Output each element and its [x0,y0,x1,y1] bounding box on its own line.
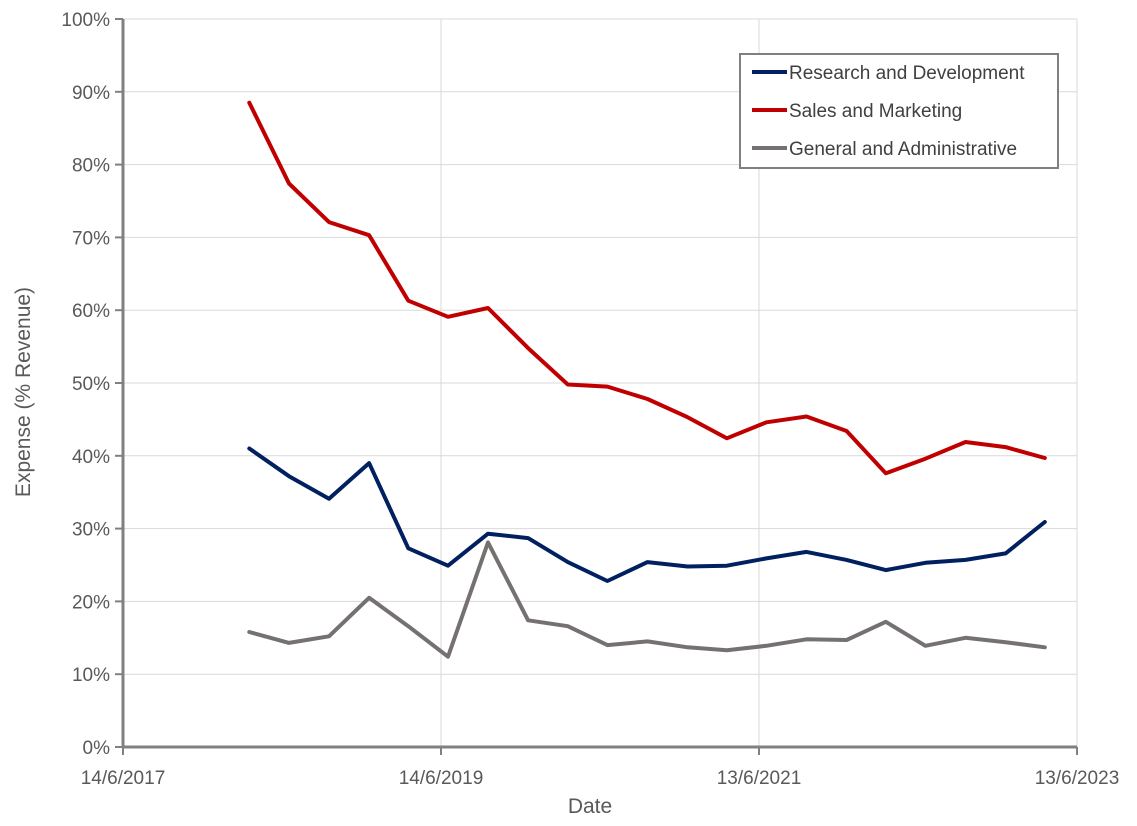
series-line-2 [247,540,1047,659]
series-lines [247,100,1047,659]
legend-box [739,53,1059,169]
legend-label: General and Administrative [789,139,1017,160]
y-tick-label: 60% [72,301,110,322]
y-axis-title: Expense (% Revenue) [12,287,35,497]
y-tick-label: 90% [72,83,110,104]
x-tick-label: 13/6/2023 [1035,768,1120,789]
legend: Research and Development Sales and Market… [739,53,1059,169]
y-tick-label: 30% [72,520,110,541]
x-tick-label: 13/6/2021 [717,768,802,789]
legend-label: Sales and Marketing [789,101,962,122]
y-tick-label: 10% [72,665,110,686]
axes [115,18,1078,755]
x-axis-title: Date [568,795,612,818]
legend-label: Research and Development [789,63,1025,84]
y-tick-label: 50% [72,374,110,395]
y-tick-label: 40% [72,447,110,468]
series-line-0 [247,446,1047,583]
y-tick-labels: 0% 10% 20% 30% 40% 50% 60% 70% 80% 90% 100% [61,10,110,759]
y-tick-label: 0% [83,738,111,759]
x-tick-label: 14/6/2017 [81,768,166,789]
y-tick-label: 70% [72,228,110,249]
y-tick-label: 20% [72,592,110,613]
y-tick-label: 100% [61,10,110,31]
series-line-1 [247,100,1047,476]
x-tick-label: 14/6/2019 [399,768,484,789]
x-tick-labels: 14/6/2017 14/6/2019 13/6/2021 13/6/2023 [81,768,1120,789]
y-tick-label: 80% [72,156,110,177]
